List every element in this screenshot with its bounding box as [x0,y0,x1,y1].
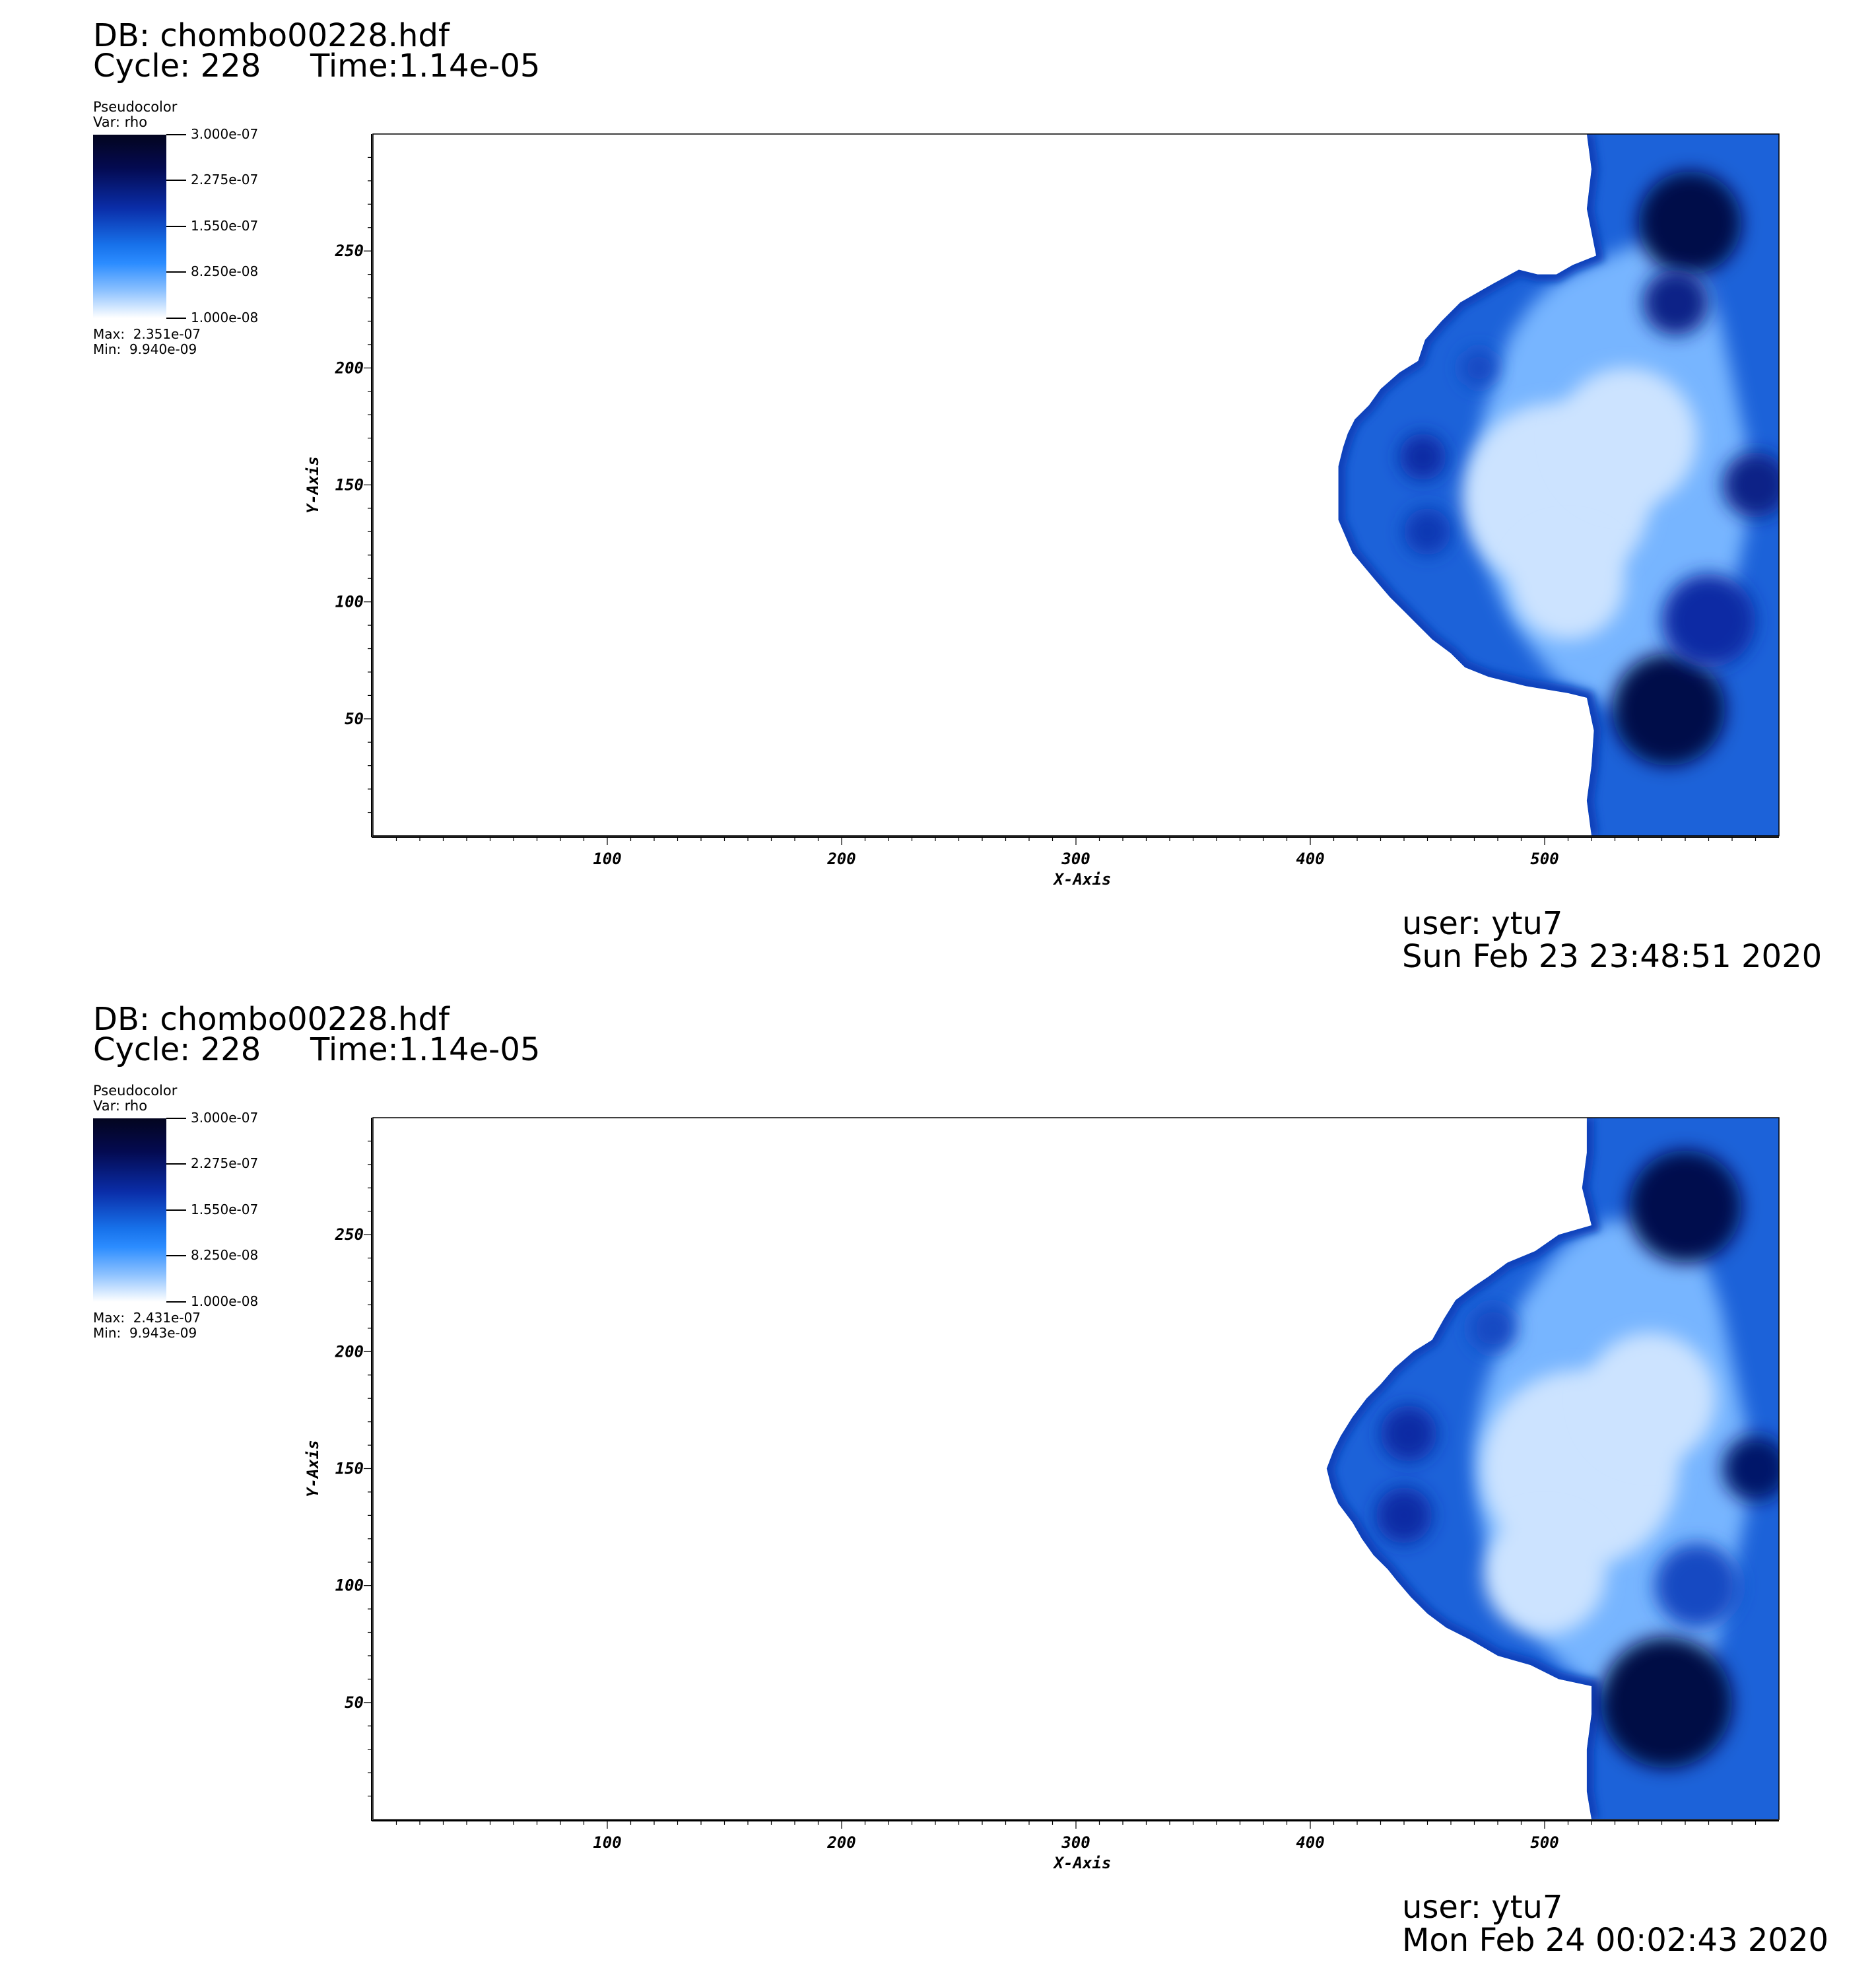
colorbar-label: 2.275e-07 [191,172,259,187]
heatmap-plot: 100 200 300 400 500 50 100 150 200 250 X-Axis Y-Axi… [304,1117,1780,1872]
density-clump [1654,1543,1739,1628]
user-label: user: ytu7 [1402,905,1563,942]
y-tick-label: 100 [335,593,364,611]
min-value: Min: 9.940e-09 [93,341,197,357]
density-field [1338,134,1779,836]
shock-edge [1326,1118,1601,1819]
heatmap-plot: 100 200 300 400 500 50 100 150 200 250 X-Axis Y-Axi… [304,133,1780,889]
x-tick-label: 500 [1530,1833,1558,1852]
x-tick-label: 300 [1061,850,1090,868]
density-clump [1722,1435,1779,1502]
y-tick-label: 250 [335,1225,364,1244]
y-tick-label: 50 [345,1693,364,1712]
legend-title: Pseudocolor [93,1083,178,1099]
colorbar-tick [166,134,186,135]
x-tick-label: 200 [826,850,855,868]
light-zone [1483,1512,1606,1635]
density-clump [1661,574,1756,668]
colorbar-tick [166,271,186,273]
colorbar-label: 1.000e-08 [191,310,259,325]
colorbar-tick [166,1118,186,1119]
density-clump [1722,452,1779,518]
user-label: user: ytu7 [1402,1889,1563,1926]
legend-title: Pseudocolor [93,99,178,115]
colorbar-label: 3.000e-07 [191,126,259,142]
density-clump [1469,1305,1517,1352]
colorbar-tick [166,226,186,227]
database-label: DB: chombo00228.hdf [93,17,450,54]
colorbar-label: 8.250e-08 [191,1247,259,1263]
density-clump [1638,171,1742,275]
y-tick-label: 150 [335,1460,364,1478]
colorbar-tick [166,180,186,181]
light-zone [1584,1332,1716,1464]
light-zone [1556,368,1697,509]
x-tick-label: 400 [1296,1833,1324,1852]
colorbar-tick [166,1301,186,1303]
date-label: Mon Feb 24 00:02:43 2020 [1402,1922,1829,1959]
time-label: Time:1.14e-05 [310,1031,541,1068]
y-tick-label: 150 [335,476,364,494]
density-field [1326,1118,1779,1819]
x-axis-label: X-Axis [1053,870,1112,889]
colorbar [93,1118,166,1302]
density-clump [1376,1487,1432,1544]
shock-edge [1338,134,1605,836]
y-tick-label: 200 [335,358,364,377]
y-tick-label: 50 [345,710,364,728]
cycle-label: Cycle: 228 [93,48,261,85]
density-clump [1399,433,1446,481]
plot-frame [372,1117,1780,1820]
max-value: Max: 2.431e-07 [93,1310,201,1326]
x-axis-label: X-Axis [1053,1854,1112,1872]
density-clump [1601,1637,1733,1769]
x-tick-label: 100 [593,850,621,868]
density-clump [1380,1405,1437,1462]
max-value: Max: 2.351e-07 [93,326,201,342]
density-clump [1404,508,1451,555]
time-label: Time:1.14e-05 [310,48,541,85]
legend-variable: Var: rho [93,114,148,130]
density-clump [1643,269,1709,335]
colorbar-label: 1.550e-07 [191,218,259,234]
colorbar-tick [166,1209,186,1211]
light-zone [1512,527,1625,640]
cycle-label: Cycle: 228 [93,1031,261,1068]
legend-variable: Var: rho [93,1098,148,1114]
colorbar-label: 3.000e-07 [191,1110,259,1126]
min-value: Min: 9.943e-09 [93,1325,197,1341]
colorbar-tick [166,1163,186,1165]
y-axis-label: Y-Axis [304,1440,322,1497]
colorbar-tick [166,1255,186,1256]
colorbar-tick [166,318,186,319]
density-clump [1460,349,1498,387]
colorbar-label: 1.550e-07 [191,1202,259,1217]
plot-panel-2: DB: chombo00228.hdf Cycle: 228 Time:1.14… [0,984,1876,1967]
colorbar-label: 2.275e-07 [191,1155,259,1171]
date-label: Sun Feb 23 23:48:51 2020 [1402,938,1823,975]
y-tick-label: 250 [335,242,364,260]
colorbar-label: 8.250e-08 [191,263,259,279]
colorbar [93,135,166,318]
y-tick-label: 100 [335,1577,364,1595]
y-axis-label: Y-Axis [304,456,322,514]
density-clump [1612,653,1725,766]
x-tick-label: 500 [1530,850,1558,868]
x-tick-label: 300 [1061,1833,1090,1852]
plot-frame [372,133,1780,836]
density-clump [1628,1150,1742,1263]
database-label: DB: chombo00228.hdf [93,1001,450,1038]
x-tick-label: 100 [593,1833,621,1852]
x-tick-label: 400 [1296,850,1324,868]
colorbar-label: 1.000e-08 [191,1293,259,1309]
plot-panel-1: DB: chombo00228.hdf Cycle: 228 Time:1.14… [0,0,1876,984]
y-tick-label: 200 [335,1342,364,1361]
x-tick-label: 200 [826,1833,855,1852]
